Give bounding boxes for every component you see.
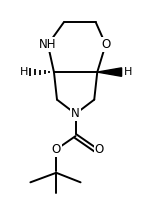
Text: O: O	[95, 143, 104, 156]
Polygon shape	[97, 68, 122, 76]
Text: H: H	[123, 67, 132, 77]
Text: O: O	[101, 38, 110, 51]
Text: NH: NH	[39, 38, 57, 51]
Text: N: N	[71, 107, 80, 120]
Text: O: O	[52, 143, 61, 156]
Text: H: H	[20, 67, 29, 77]
